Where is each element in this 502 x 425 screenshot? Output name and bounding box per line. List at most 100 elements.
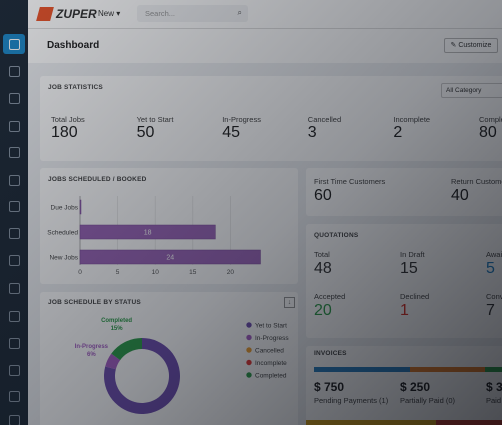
invoice-label: Pending Payments (1) — [314, 396, 389, 405]
jobs-scheduled-card: JOBS SCHEDULED / BOOKED 0 5 10 15 20 Due Jobs… — [40, 168, 298, 284]
customer-label: First Time Customers — [314, 177, 386, 186]
legend-swatch — [246, 359, 252, 366]
nav-icon[interactable] — [9, 228, 20, 239]
x-tick-label: 20 — [227, 269, 235, 276]
donut-segment — [111, 338, 142, 361]
category-filter[interactable]: All Category — [441, 83, 502, 98]
quotation-value: 48 — [314, 260, 332, 277]
legend-swatch — [246, 372, 252, 378]
bar-chart: 0 5 10 15 20 Due Jobs Scheduled 18 New Jobs 24 — [47, 196, 261, 276]
quotation-value: 5 — [486, 260, 495, 277]
nav-icon[interactable] — [9, 66, 20, 77]
nav-icon[interactable] — [9, 311, 20, 322]
invoice-amount: $ 250 — [400, 380, 431, 394]
customer-value: 40 — [451, 187, 469, 204]
customize-label: Customize — [458, 42, 492, 49]
x-tick-label: 10 — [152, 269, 160, 276]
invoice-label: Paid (0) — [486, 396, 502, 405]
stat-label: In-Progress — [222, 115, 261, 124]
quotation-label: Awaiting — [486, 250, 502, 259]
bar-value-label: 18 — [144, 230, 152, 237]
nav-icon[interactable] — [9, 338, 20, 349]
legend-label: Incomplete — [255, 360, 287, 367]
nav-icon[interactable] — [9, 121, 20, 132]
stat-label: Yet to Start — [136, 115, 174, 124]
x-tick-label: 0 — [78, 269, 82, 276]
logo-icon — [36, 7, 54, 21]
quotation-label: Accepted — [314, 292, 346, 301]
stat-value: 45 — [222, 124, 240, 141]
x-tick-label: 15 — [189, 269, 197, 276]
nav-icon[interactable] — [9, 255, 20, 266]
invoice-amount: $ 750 — [314, 380, 345, 394]
legend-label: Yet to Start — [255, 323, 287, 330]
stat-label: Completed — [479, 115, 502, 124]
search-box[interactable]: Search... ⌕ — [137, 5, 248, 22]
quotation-value: 1 — [400, 302, 409, 319]
y-tick-label: New Jobs — [49, 255, 78, 262]
invoice-bar-blue — [314, 367, 410, 372]
job-status-card: JOB SCHEDULE BY STATUS ↓ Yet to Start In-… — [40, 292, 298, 425]
new-label: New — [98, 9, 115, 18]
legend-swatch — [246, 347, 252, 353]
stat-value: 180 — [51, 124, 78, 141]
bar-value-label: 24 — [166, 255, 174, 262]
quotation-label: Total — [314, 250, 330, 259]
quotation-value: 7 — [486, 302, 495, 319]
quotation-label: In Draft — [400, 250, 425, 259]
nav-icon[interactable] — [9, 175, 20, 186]
quotation-label: Declined — [400, 292, 430, 301]
y-tick-label: Scheduled — [47, 230, 78, 237]
legend-swatch — [246, 322, 252, 328]
logo: ZUPER — [56, 7, 97, 21]
nav-icon[interactable] — [9, 365, 20, 376]
legend-swatch — [246, 334, 252, 341]
segment-value: 15% — [111, 326, 124, 332]
x-tick-label: 5 — [116, 269, 120, 276]
card-title: QUOTATIONS — [314, 232, 359, 239]
search-placeholder: Search... — [145, 9, 176, 18]
invoices-card: INVOICES $ 750 Pending Payments (1) $ 250 P… — [306, 346, 502, 425]
stat-value: 80 — [479, 124, 497, 141]
customize-button[interactable]: ✎ Customize — [444, 38, 498, 53]
stat-label: Total Jobs — [51, 115, 85, 124]
segment-name: In-Progress — [75, 344, 109, 350]
customer-value: 60 — [314, 187, 332, 204]
quotation-value: 15 — [400, 260, 418, 277]
bottom-strip — [306, 420, 436, 425]
segment-name: Completed — [101, 318, 132, 324]
customer-label: Return Customers — [451, 177, 502, 186]
stat-value: 2 — [393, 124, 403, 141]
nav-icon[interactable] — [9, 39, 20, 50]
invoice-amount: $ 3 — [486, 380, 502, 394]
nav-icon[interactable] — [9, 93, 20, 104]
card-title: INVOICES — [314, 350, 347, 357]
quotation-value: 20 — [314, 302, 332, 319]
stat-label: Incomplete — [393, 115, 431, 124]
bottom-strip — [436, 420, 502, 425]
bar — [79, 199, 82, 215]
segment-value: 6% — [87, 352, 96, 358]
nav-icon[interactable] — [9, 147, 20, 158]
new-menu[interactable]: New ▾ — [98, 9, 121, 18]
stat-label: Cancelled — [307, 115, 342, 124]
donut-chart: Yet to Start In-Progress 6% In-Progress Canc… — [75, 318, 289, 414]
quotation-label: Converted — [486, 292, 502, 301]
nav-icon[interactable] — [9, 283, 20, 294]
stat-value: 3 — [307, 124, 317, 141]
legend-label: Cancelled — [255, 348, 284, 355]
page-title: Dashboard — [47, 40, 100, 51]
nav-icon[interactable] — [9, 415, 20, 425]
page-header: Dashboard ✎ Customize — [28, 29, 502, 63]
card-title: JOB STATISTICS — [48, 84, 103, 91]
sidebar — [0, 0, 28, 425]
nav-icon[interactable] — [9, 391, 20, 402]
search-icon: ⌕ — [237, 8, 242, 17]
legend-label: In-Progress — [255, 335, 289, 342]
nav-icon[interactable] — [9, 201, 20, 212]
job-statistics-card: JOB STATISTICS All Category Total Jobs 18… — [40, 76, 502, 161]
legend-label: Completed — [255, 373, 287, 380]
top-bar: ZUPER New ▾ Search... ⌕ — [28, 0, 502, 29]
